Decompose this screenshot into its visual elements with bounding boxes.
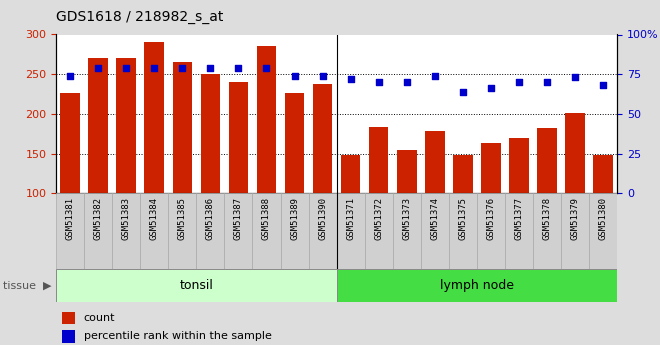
Bar	[481, 143, 501, 193]
Text: GSM51382: GSM51382	[94, 197, 103, 240]
Point	[374, 79, 384, 85]
Point	[205, 65, 216, 71]
Text: lymph node: lymph node	[440, 279, 514, 292]
Text: GSM51374: GSM51374	[430, 197, 440, 240]
Bar	[252, 193, 280, 269]
Bar	[561, 193, 589, 269]
Bar	[62, 312, 75, 324]
Bar	[369, 127, 389, 193]
Bar	[337, 269, 617, 302]
Point	[233, 65, 244, 71]
Text: GSM51375: GSM51375	[458, 197, 467, 240]
Bar	[449, 193, 477, 269]
Text: GSM51379: GSM51379	[570, 197, 579, 240]
Point	[261, 65, 272, 71]
Bar	[341, 155, 360, 193]
Bar	[533, 193, 561, 269]
Bar	[453, 155, 473, 193]
Bar	[284, 93, 304, 193]
Point	[457, 89, 468, 95]
Point	[570, 75, 580, 80]
Bar	[313, 85, 333, 193]
Text: tonsil: tonsil	[180, 279, 213, 292]
Text: GSM51388: GSM51388	[262, 197, 271, 240]
Bar	[589, 193, 617, 269]
Text: GSM51390: GSM51390	[318, 197, 327, 240]
Point	[430, 73, 440, 79]
Text: count: count	[84, 313, 115, 323]
Bar	[145, 42, 164, 193]
Text: tissue  ▶: tissue ▶	[3, 280, 51, 290]
Point	[93, 65, 104, 71]
Bar	[201, 74, 220, 193]
Bar	[172, 62, 192, 193]
Bar	[140, 193, 168, 269]
Text: GSM51384: GSM51384	[150, 197, 159, 240]
Bar	[509, 138, 529, 193]
Bar	[116, 58, 136, 193]
Bar	[280, 193, 309, 269]
Bar	[197, 193, 224, 269]
Bar	[397, 150, 416, 193]
Point	[486, 86, 496, 91]
Bar	[224, 193, 252, 269]
Text: GSM51377: GSM51377	[514, 197, 523, 240]
Point	[513, 79, 524, 85]
Point	[598, 82, 609, 88]
Point	[177, 65, 187, 71]
Bar	[593, 155, 613, 193]
Bar	[337, 193, 365, 269]
Text: GSM51381: GSM51381	[65, 197, 75, 240]
Point	[401, 79, 412, 85]
Text: percentile rank within the sample: percentile rank within the sample	[84, 332, 271, 341]
Text: GSM51383: GSM51383	[121, 197, 131, 240]
Bar	[505, 193, 533, 269]
Point	[542, 79, 552, 85]
Point	[149, 65, 160, 71]
Text: GSM51389: GSM51389	[290, 197, 299, 240]
Text: GSM51376: GSM51376	[486, 197, 496, 240]
Bar	[537, 128, 557, 193]
Text: GSM51386: GSM51386	[206, 197, 215, 240]
Point	[65, 73, 75, 79]
Point	[121, 65, 131, 71]
Bar	[309, 193, 337, 269]
Text: GDS1618 / 218982_s_at: GDS1618 / 218982_s_at	[56, 10, 224, 24]
Bar	[56, 193, 84, 269]
Bar	[565, 113, 585, 193]
Bar	[88, 58, 108, 193]
Bar	[477, 193, 505, 269]
Bar	[421, 193, 449, 269]
Bar	[168, 193, 197, 269]
Bar	[84, 193, 112, 269]
Text: GSM51385: GSM51385	[178, 197, 187, 240]
Bar	[62, 330, 75, 343]
Bar	[228, 82, 248, 193]
Text: GSM51387: GSM51387	[234, 197, 243, 240]
Bar	[425, 130, 445, 193]
Bar	[112, 193, 140, 269]
Point	[289, 73, 300, 79]
Text: GSM51380: GSM51380	[599, 197, 608, 240]
Text: GSM51371: GSM51371	[346, 197, 355, 240]
Point	[317, 73, 328, 79]
Text: GSM51373: GSM51373	[402, 197, 411, 240]
Bar	[365, 193, 393, 269]
Bar	[60, 93, 80, 193]
Point	[345, 76, 356, 82]
Bar	[393, 193, 421, 269]
Bar	[56, 269, 337, 302]
Text: GSM51378: GSM51378	[543, 197, 552, 240]
Text: GSM51372: GSM51372	[374, 197, 383, 240]
Bar	[257, 47, 277, 193]
